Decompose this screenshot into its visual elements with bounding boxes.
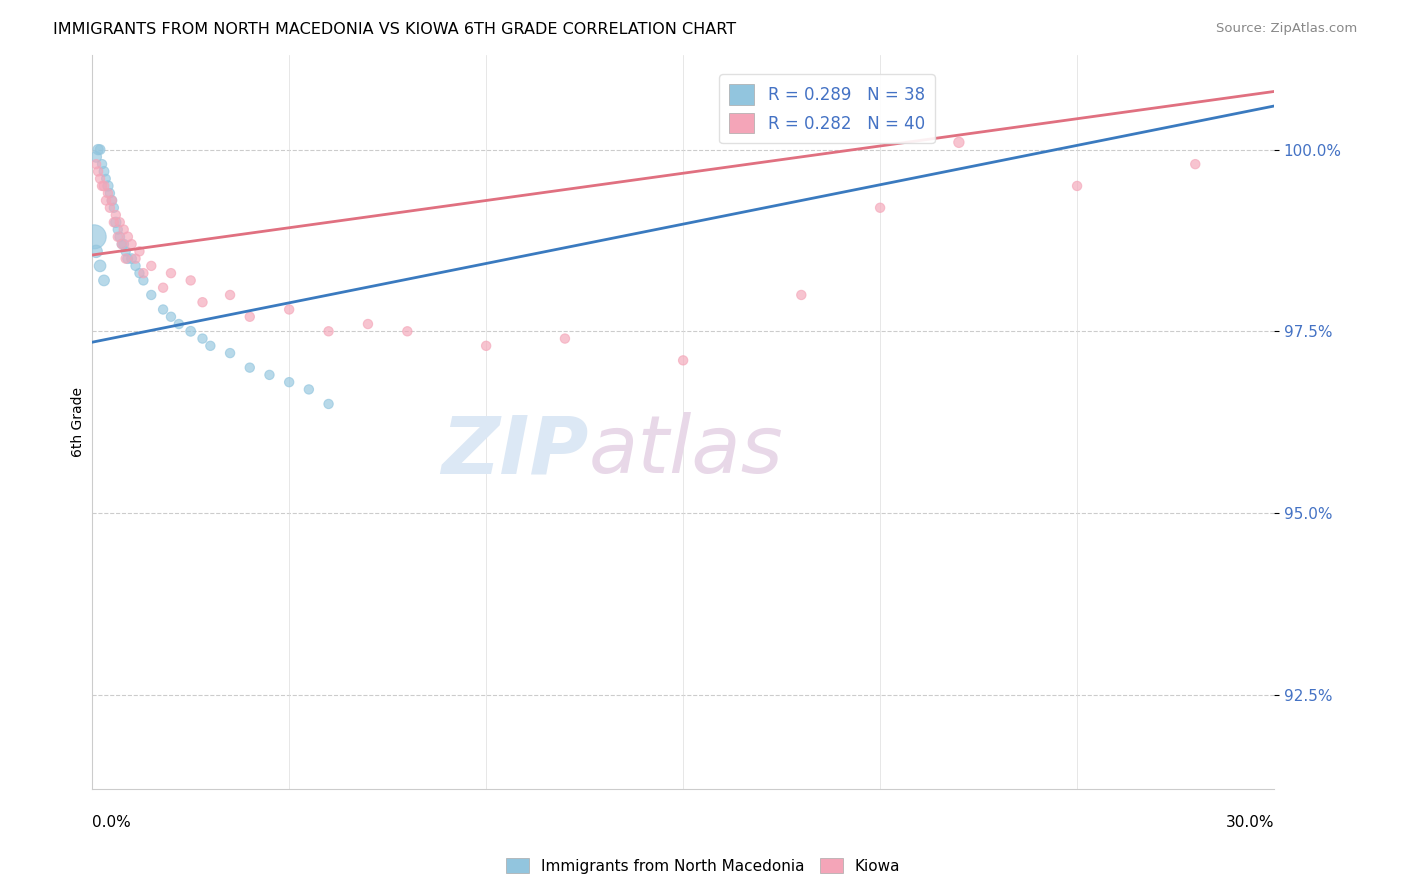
Text: IMMIGRANTS FROM NORTH MACEDONIA VS KIOWA 6TH GRADE CORRELATION CHART: IMMIGRANTS FROM NORTH MACEDONIA VS KIOWA… bbox=[53, 22, 737, 37]
Point bbox=[869, 201, 891, 215]
Point bbox=[128, 244, 150, 259]
Point bbox=[93, 178, 115, 193]
Point bbox=[318, 324, 340, 338]
Point bbox=[117, 229, 139, 244]
Point bbox=[89, 143, 111, 157]
Point bbox=[790, 288, 813, 302]
Legend: Immigrants from North Macedonia, Kiowa: Immigrants from North Macedonia, Kiowa bbox=[499, 852, 907, 880]
Point bbox=[396, 324, 419, 338]
Point bbox=[200, 339, 222, 353]
Point bbox=[112, 237, 135, 252]
Point bbox=[357, 317, 380, 331]
Point bbox=[141, 288, 163, 302]
Point bbox=[97, 186, 120, 201]
Point bbox=[554, 332, 576, 346]
Point bbox=[1184, 157, 1206, 171]
Point bbox=[87, 143, 110, 157]
Point bbox=[121, 252, 143, 266]
Point bbox=[318, 397, 340, 411]
Point bbox=[114, 244, 136, 259]
Point bbox=[160, 310, 183, 324]
Point bbox=[93, 273, 115, 287]
Text: Source: ZipAtlas.com: Source: ZipAtlas.com bbox=[1216, 22, 1357, 36]
Point bbox=[101, 194, 124, 208]
Text: 0.0%: 0.0% bbox=[93, 814, 131, 830]
Point bbox=[93, 164, 115, 178]
Point bbox=[98, 201, 121, 215]
Point bbox=[298, 383, 321, 397]
Point bbox=[278, 375, 301, 389]
Text: 30.0%: 30.0% bbox=[1226, 814, 1274, 830]
Point bbox=[111, 237, 134, 252]
Point bbox=[124, 252, 146, 266]
Point bbox=[89, 171, 111, 186]
Point bbox=[132, 273, 155, 287]
Point bbox=[107, 222, 129, 236]
Point bbox=[104, 208, 127, 222]
Point bbox=[278, 302, 301, 317]
Point bbox=[114, 252, 136, 266]
Point bbox=[107, 229, 129, 244]
Point bbox=[101, 194, 124, 208]
Point bbox=[128, 266, 150, 280]
Point bbox=[97, 178, 120, 193]
Point bbox=[160, 266, 183, 280]
Point bbox=[1066, 178, 1088, 193]
Point bbox=[98, 186, 121, 201]
Point bbox=[191, 332, 214, 346]
Point bbox=[117, 252, 139, 266]
Point bbox=[89, 259, 111, 273]
Point bbox=[672, 353, 695, 368]
Point bbox=[219, 346, 242, 360]
Point bbox=[84, 244, 107, 259]
Point bbox=[83, 229, 105, 244]
Point bbox=[219, 288, 242, 302]
Point bbox=[91, 157, 114, 171]
Point bbox=[191, 295, 214, 310]
Point bbox=[94, 194, 117, 208]
Point bbox=[167, 317, 190, 331]
Legend: R = 0.289   N = 38, R = 0.282   N = 40: R = 0.289 N = 38, R = 0.282 N = 40 bbox=[720, 75, 935, 144]
Point bbox=[152, 302, 174, 317]
Point bbox=[259, 368, 281, 382]
Point bbox=[104, 215, 127, 229]
Point bbox=[152, 281, 174, 295]
Point bbox=[108, 229, 131, 244]
Point bbox=[141, 259, 163, 273]
Point bbox=[84, 150, 107, 164]
Y-axis label: 6th Grade: 6th Grade bbox=[72, 387, 86, 457]
Point bbox=[239, 310, 262, 324]
Point bbox=[121, 237, 143, 252]
Point bbox=[87, 164, 110, 178]
Point bbox=[112, 222, 135, 236]
Point bbox=[124, 259, 146, 273]
Point bbox=[239, 360, 262, 375]
Point bbox=[111, 237, 134, 252]
Text: atlas: atlas bbox=[589, 412, 783, 491]
Point bbox=[103, 201, 125, 215]
Point bbox=[91, 178, 114, 193]
Point bbox=[94, 171, 117, 186]
Point bbox=[103, 215, 125, 229]
Point bbox=[108, 215, 131, 229]
Point bbox=[180, 324, 202, 338]
Point bbox=[180, 273, 202, 287]
Text: ZIP: ZIP bbox=[441, 412, 589, 491]
Point bbox=[948, 136, 970, 150]
Point bbox=[475, 339, 498, 353]
Point bbox=[132, 266, 155, 280]
Point bbox=[84, 157, 107, 171]
